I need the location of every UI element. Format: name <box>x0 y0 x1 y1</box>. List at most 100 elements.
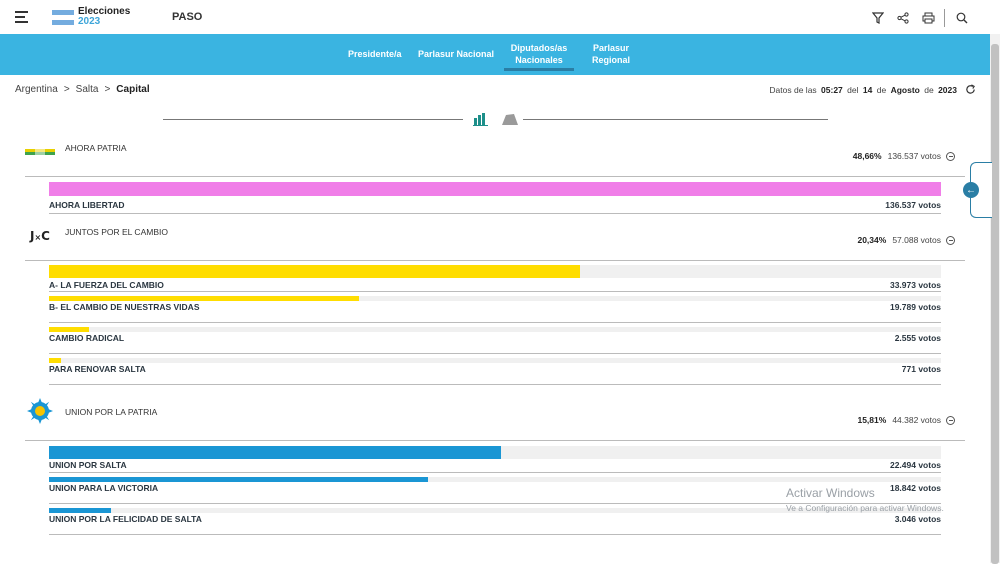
party-votes: 57.088 votos <box>892 235 941 245</box>
vote-bar-track <box>49 265 941 278</box>
breadcrumb-capital: Capital <box>116 84 150 95</box>
argentina-flag-icon <box>52 9 74 25</box>
refresh-icon[interactable] <box>965 84 976 95</box>
party-result: 15,81% 44.382 votos <box>857 415 955 425</box>
list-item[interactable]: A- LA FUERZA DEL CAMBIO 33.973 votos <box>49 261 941 292</box>
ahora-patria-logo <box>25 140 55 164</box>
list-item[interactable]: AHORA LIBERTAD 136.537 votos <box>49 177 941 214</box>
windows-activation-watermark: Activar Windows Ve a Configuración para … <box>786 486 944 513</box>
arrow-left-icon[interactable]: ← <box>963 182 979 198</box>
vote-bar-track <box>49 182 941 196</box>
list-item[interactable]: UNION PARA LA VICTORIA 18.842 votos <box>49 473 941 504</box>
list-name: UNION PARA LA VICTORIA <box>49 483 159 493</box>
breadcrumb-salta[interactable]: Salta <box>75 84 99 95</box>
list-item[interactable]: UNION POR SALTA 22.494 votos <box>49 441 941 473</box>
datos-time: 05:27 <box>821 84 843 95</box>
update-timestamp: Datos de las 05:27 del 14 de Agosto de 2… <box>769 84 976 95</box>
datos-de: de <box>876 84 887 95</box>
collapse-icon[interactable] <box>946 415 955 425</box>
party-percentage: 15,81% <box>857 415 887 425</box>
list-votes: 22.494 votos <box>889 460 941 470</box>
toolbar <box>861 9 970 27</box>
menu-icon[interactable] <box>15 11 28 23</box>
elecciones-logo[interactable]: Elecciones 2023 <box>52 7 130 27</box>
bar-chart-icon[interactable] <box>473 112 489 126</box>
print-icon[interactable] <box>920 10 936 26</box>
party-lists: UNION POR SALTA 22.494 votos UNION PARA … <box>25 441 965 535</box>
party-union-por-la-patria[interactable]: UNION POR LA PATRIA 15,81% 44.382 votos <box>25 385 965 441</box>
party-votes: 136.537 votos <box>887 151 941 161</box>
datos-mid: del <box>847 84 859 95</box>
datos-prefix: Datos de las <box>769 84 817 95</box>
vote-bar-track <box>49 477 941 482</box>
divider-line <box>523 119 828 120</box>
divider-line <box>163 119 463 120</box>
list-item[interactable]: PARA RENOVAR SALTA 771 votos <box>49 354 941 385</box>
collapse-icon[interactable] <box>946 235 955 245</box>
party-votes: 44.382 votos <box>892 415 941 425</box>
watermark-subtitle: Ve a Configuración para activar Windows. <box>786 503 944 513</box>
list-votes: 136.537 votos <box>885 200 941 210</box>
party-result: 48,66% 136.537 votos <box>853 151 955 161</box>
list-votes: 33.973 votos <box>889 280 941 290</box>
vote-bar <box>49 296 359 301</box>
view-switcher <box>163 111 828 129</box>
vote-bar <box>49 446 502 459</box>
list-votes: 18.842 votos <box>889 483 941 493</box>
list-name: UNION POR SALTA <box>49 460 127 470</box>
breadcrumb-separator: > <box>63 84 70 95</box>
search-icon[interactable] <box>954 10 970 26</box>
list-item[interactable]: B- EL CAMBIO DE NUESTRAS VIDAS 19.789 vo… <box>49 292 941 323</box>
breadcrumb-separator: > <box>104 84 111 95</box>
vote-bar-track <box>49 446 941 459</box>
breadcrumb-argentina[interactable]: Argentina <box>15 84 58 95</box>
vote-bar <box>49 508 111 513</box>
tab-parlasur-regional[interactable]: Parlasur Regional <box>591 43 630 65</box>
tab-diputados-nacionales[interactable]: Diputados/as Nacionales <box>504 42 574 71</box>
party-juntos-por-el-cambio[interactable]: J×C JUNTOS POR EL CAMBIO 20,34% 57.088 v… <box>25 214 965 261</box>
vote-bar <box>49 358 61 363</box>
party-lists: A- LA FUERZA DEL CAMBIO 33.973 votos B- … <box>25 261 965 385</box>
scrollbar-thumb[interactable] <box>991 44 999 564</box>
filter-icon[interactable] <box>870 10 886 26</box>
list-votes: 2.555 votos <box>894 333 941 343</box>
tab-presidente[interactable]: Presidente/a <box>348 49 402 59</box>
list-name: CAMBIO RADICAL <box>49 333 125 343</box>
top-bar: Elecciones 2023 PASO <box>0 0 990 34</box>
vote-bar <box>49 327 90 332</box>
map-icon[interactable] <box>500 113 520 126</box>
results-list: AHORA PATRIA 48,66% 136.537 votos AHORA … <box>25 130 965 535</box>
juntos-por-el-cambio-logo: J×C <box>30 229 50 243</box>
vote-bar-track <box>49 327 941 332</box>
election-type: PASO <box>172 11 203 23</box>
list-item[interactable]: UNION POR LA FELICIDAD DE SALTA 3.046 vo… <box>49 504 941 535</box>
party-result: 20,34% 57.088 votos <box>857 235 955 245</box>
logo-year: 2023 <box>78 16 101 27</box>
vote-bar-track <box>49 358 941 363</box>
datos-year: 2023 <box>938 84 957 95</box>
vote-bar <box>49 477 429 482</box>
list-name: AHORA LIBERTAD <box>49 200 125 210</box>
list-name: A- LA FUERZA DEL CAMBIO <box>49 280 164 290</box>
party-ahora-patria[interactable]: AHORA PATRIA 48,66% 136.537 votos <box>25 130 965 177</box>
party-lists: AHORA LIBERTAD 136.537 votos <box>25 177 965 214</box>
collapse-icon[interactable] <box>946 151 955 161</box>
scrollbar[interactable] <box>990 34 1000 564</box>
vote-bar-track <box>49 508 941 513</box>
watermark-title: Activar Windows <box>786 486 875 500</box>
logo-title: Elecciones <box>78 6 131 17</box>
share-icon[interactable] <box>895 10 911 26</box>
list-votes: 771 votos <box>901 364 941 374</box>
toolbar-divider <box>944 9 945 27</box>
breadcrumb: Argentina > Salta > Capital <box>15 84 150 95</box>
side-panel-toggle[interactable]: ← <box>963 162 992 218</box>
vote-bar-track <box>49 296 941 301</box>
union-por-la-patria-logo <box>25 398 55 424</box>
party-name: UNION POR LA PATRIA <box>65 407 158 417</box>
tab-parlasur-nacional[interactable]: Parlasur Nacional <box>418 49 495 59</box>
list-name: PARA RENOVAR SALTA <box>49 364 146 374</box>
vote-bar <box>49 182 941 196</box>
list-votes: 19.789 votos <box>889 302 941 312</box>
list-item[interactable]: CAMBIO RADICAL 2.555 votos <box>49 323 941 354</box>
list-name: B- EL CAMBIO DE NUESTRAS VIDAS <box>49 302 200 312</box>
